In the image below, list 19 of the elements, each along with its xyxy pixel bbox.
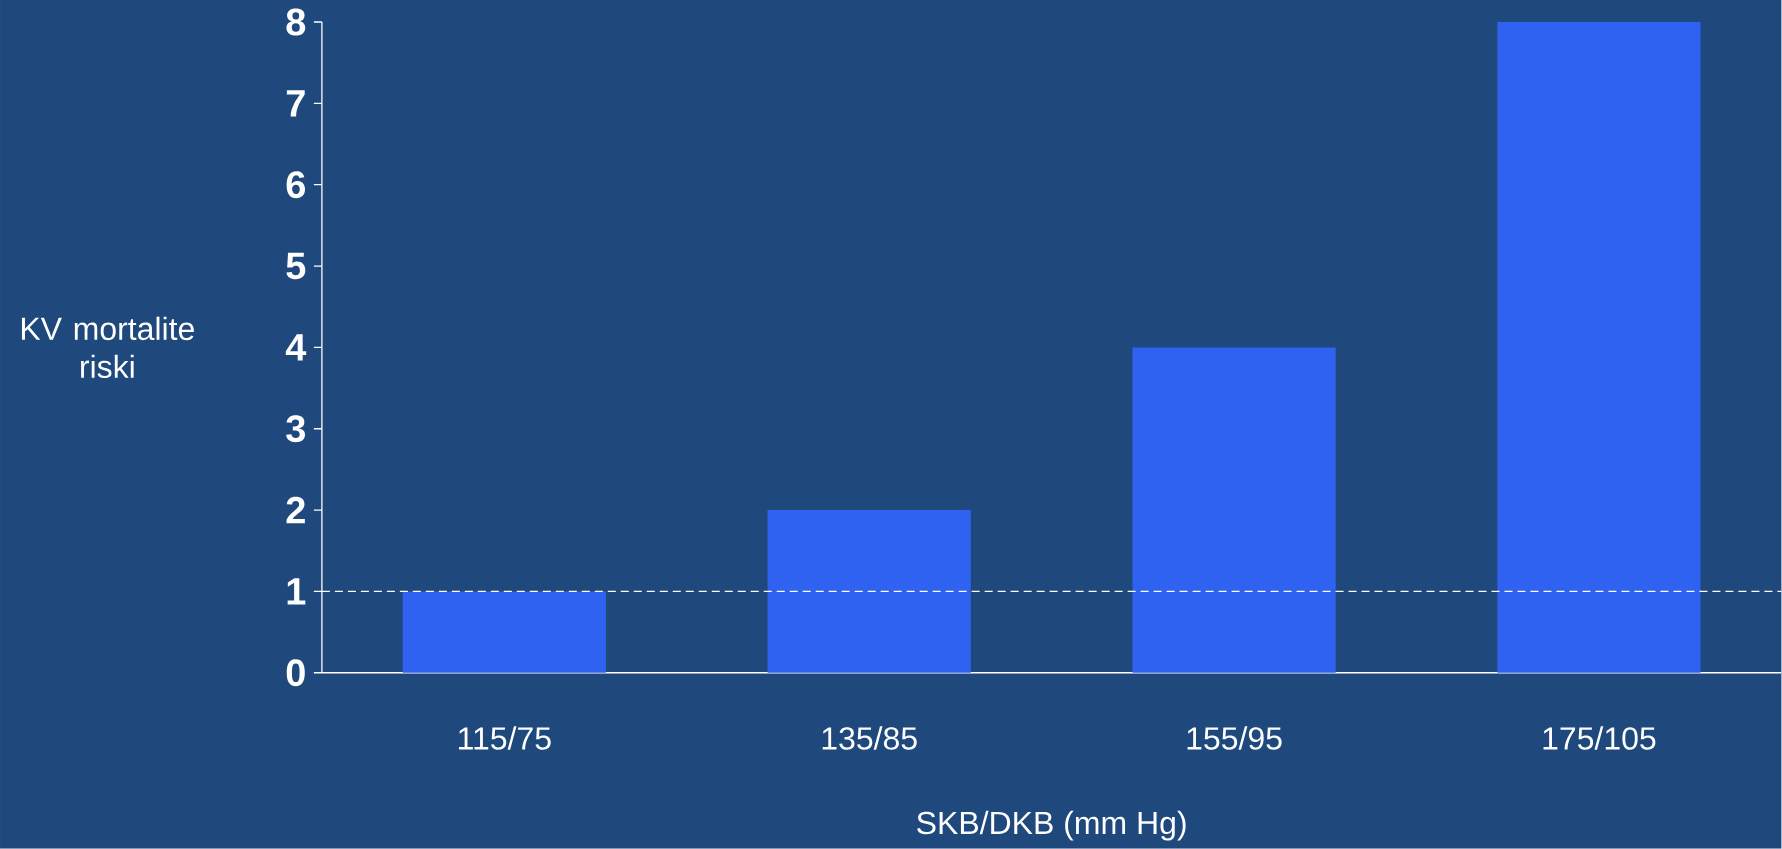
x-tick-label: 135/85 <box>822 726 917 750</box>
y-tick-label: 3 <box>286 415 305 443</box>
y-tick-label: 0 <box>286 659 305 687</box>
y-tick-label: 5 <box>286 252 306 280</box>
bar <box>767 510 971 673</box>
y-axis-title: KV mortalite riski <box>21 316 194 379</box>
y-tick-label: 4 <box>285 334 307 361</box>
y-tick-label: 8 <box>286 8 306 36</box>
y-tick-label: 7 <box>286 90 305 117</box>
x-tick-label: 155/95 <box>1187 726 1282 750</box>
y-tick-label: 6 <box>286 171 305 199</box>
bar <box>402 591 606 673</box>
y-tick-label: 1 <box>287 578 306 605</box>
x-tick-label: 175/105 <box>1543 726 1656 750</box>
y-tick-label: 2 <box>286 496 305 524</box>
bar <box>1132 347 1336 673</box>
x-axis-title: SKB/DKB (mm Hg) <box>917 810 1186 841</box>
x-tick-label: 115/75 <box>459 726 551 750</box>
bar <box>1497 22 1701 673</box>
